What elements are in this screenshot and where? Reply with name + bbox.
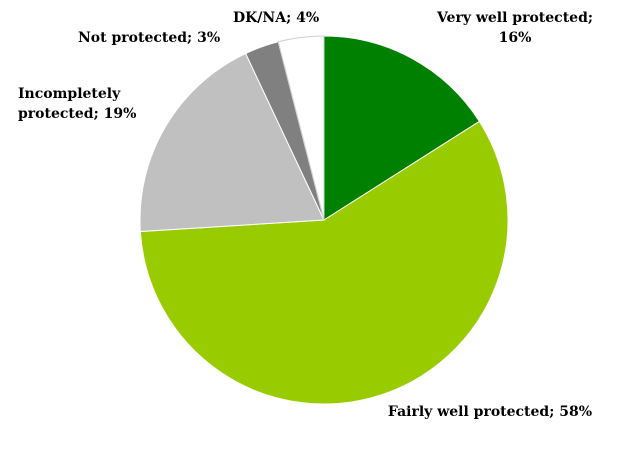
pie-slice bbox=[277, 35, 325, 221]
slice-label: Incompletely protected; 19% bbox=[18, 86, 137, 122]
slice-label: Very well protected; 16% bbox=[436, 10, 594, 46]
slice-label: Not protected; 3% bbox=[78, 30, 221, 46]
pie-slice bbox=[139, 120, 509, 405]
pie-slice bbox=[139, 52, 325, 233]
slice-label: DK/NA; 4% bbox=[233, 10, 320, 26]
slice-label: Fairly well protected; 58% bbox=[387, 404, 593, 420]
pie-slice bbox=[323, 35, 481, 221]
